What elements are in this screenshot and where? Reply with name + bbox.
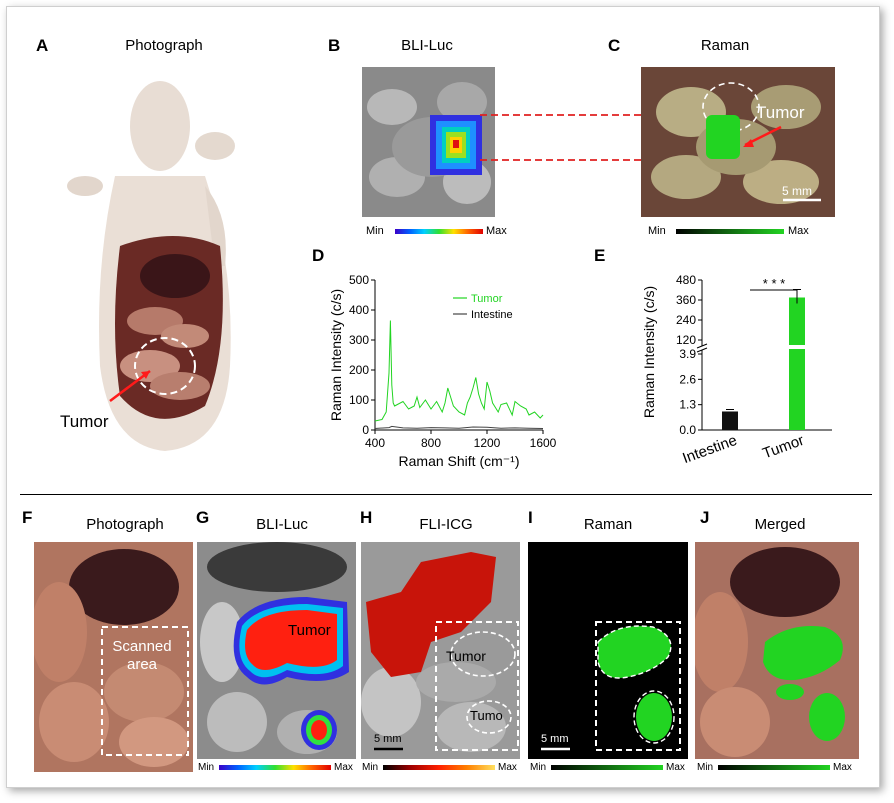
x-tick-label-d: 1600 [530,436,557,450]
colorbar-h [383,765,495,770]
panel-label-i: I [528,508,533,527]
cbar-max-g: Max [334,762,353,773]
cbar-min-g: Min [198,762,215,773]
x-tick-label-d: 400 [365,436,385,450]
y-tick-label-e: 1.3 [679,398,696,412]
mouse-photograph [55,66,270,456]
bli-luc-image [362,67,495,217]
merged-image [695,542,859,759]
colorbar-j [718,765,830,770]
scale-label-i: 5 mm [541,733,569,745]
panel-label-a: A [36,36,49,55]
raman-image-c [641,67,835,217]
scanned-area-annotation: Scanned area [112,638,172,673]
bar-break-gap [788,345,806,349]
panel-label-d: D [312,246,325,265]
panel-label-b: B [328,36,341,55]
colorbar-g [219,765,331,770]
y-tick-label-d: 400 [349,303,369,317]
axis-break-2 [696,347,708,353]
fli-icg-image [361,542,520,759]
bli-luc-image-g [197,542,356,759]
panel-label-c: C [608,36,621,55]
bar-intestine [722,411,738,430]
series-line-intestine [374,425,544,429]
x-axis-label-d: Raman Shift (cm⁻¹) [399,453,520,469]
panel-label-f: F [22,508,33,527]
cbar-max-h: Max [498,762,517,773]
panel-title-g: BLI-Luc [256,516,308,533]
y-tick-label-e: 0.0 [679,423,696,437]
y-tick-label-d: 300 [349,333,369,347]
scale-label-h: 5 mm [374,733,402,745]
panel-label-h: H [360,508,373,527]
category-label-tumor: Tumor [760,432,806,463]
y-tick-label-e: 480 [676,273,696,287]
colorbar-b [395,229,483,234]
y-tick-label-e: 2.6 [679,372,696,386]
photograph-f [34,542,193,772]
x-tick-label-d: 800 [421,436,441,450]
panel-title-j: Merged [754,516,806,533]
tumor-annotation-c: Tumor [756,103,805,122]
raman-spectrum-chart: 0 100 200 300 400 500 400 800 1200 1600 Raman Shif… [328,273,557,469]
category-label-intestine: Intestine [680,432,739,467]
cbar-min-h: Min [362,762,379,773]
y-tick-label-e: 120 [676,333,696,347]
colorbar-c [676,229,784,234]
tumor-annotation-a: Tumor [60,412,109,431]
section-divider [20,494,872,495]
colorbar-i [551,765,663,770]
cbar-max-j: Max [833,762,852,773]
cbar-max-i: Max [666,762,685,773]
y-tick-label-e: 240 [676,313,696,327]
scale-label-c: 5 mm [782,184,812,198]
x-tick-label-d: 1200 [474,436,501,450]
tumor-annotation-h2: Tumo [470,708,503,723]
panel-title-h: FLI-ICG [419,516,473,533]
cbar-min-j: Min [697,762,714,773]
panel-label-g: G [196,508,210,527]
y-tick-label-e: 360 [676,293,696,307]
legend-label-tumor: Tumor [471,293,503,305]
raman-intensity-bar-chart: 120 240 360 480 0.0 1.3 2.6 3.9 Raman Intensity … [641,273,832,467]
y-tick-label-d: 200 [349,363,369,377]
panel-title-a: Photograph [125,37,203,54]
bar-tumor [789,297,805,430]
y-tick-label-d: 500 [349,273,369,287]
panel-title-f: Photograph [86,516,164,533]
panel-title-c: Raman [700,37,750,54]
panel-title-i: Raman [583,516,633,533]
cbar-min-i: Min [530,762,547,773]
tumor-annotation-g: Tumor [288,622,331,639]
panel-label-j: J [700,508,710,527]
y-axis-label-d: Raman Intensity (c/s) [328,289,344,421]
y-tick-label-d: 100 [349,393,369,407]
cbar-min-b: Min [366,225,384,237]
tumor-annotation-h1: Tumor [446,648,486,664]
cbar-min-c: Min [648,225,666,237]
panel-title-b: BLI-Luc [401,37,453,54]
legend-label-intestine: Intestine [471,309,513,321]
raman-image-i [528,542,688,759]
y-tick-label-e: 3.9 [679,347,696,361]
significance-stars: * * * [763,276,785,291]
y-tick-label-d: 0 [362,423,369,437]
y-axis-label-e: Raman Intensity (c/s) [641,286,657,418]
panel-label-e: E [594,246,606,265]
cbar-max-c: Max [788,225,809,237]
axis-break-1 [696,343,708,349]
cbar-max-b: Max [486,225,507,237]
series-line-tumor [374,320,544,422]
